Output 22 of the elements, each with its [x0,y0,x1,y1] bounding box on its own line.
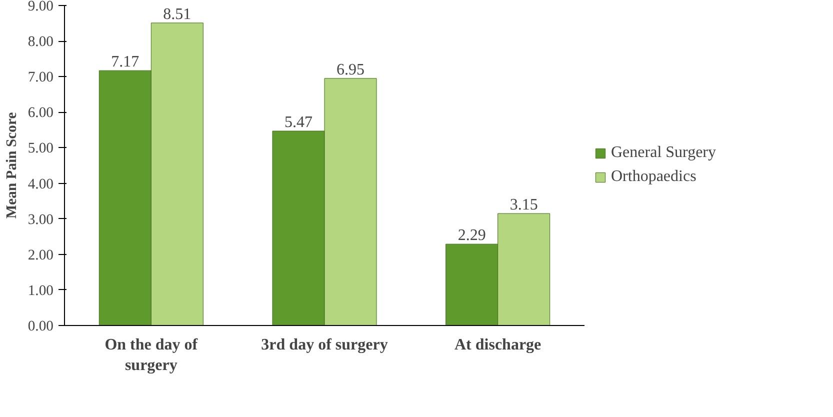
y-tick-label: 3.00 [28,212,54,228]
legend-label: Orthopaedics [611,168,696,186]
x-tick-label: 3rd day of surgery [261,336,388,354]
x-tick-label: At discharge [454,336,542,354]
data-label: 2.29 [458,227,486,244]
y-axis-title: Mean Pain Score [4,112,20,219]
y-tick-label: 4.00 [28,176,54,192]
y-tick-label: 8.00 [28,34,54,50]
y-tick-label: 7.00 [28,70,54,86]
y-tick-label: 0.00 [28,318,54,334]
data-label: 5.47 [284,114,312,132]
legend-label: General Surgery [611,144,716,162]
data-label: 8.51 [163,6,192,23]
y-tick-label: 6.00 [28,105,54,122]
x-tick-label: On the day of surgery [104,336,198,374]
y-tick-label: 1.00 [28,282,54,299]
y-tick-label: 5.00 [28,140,54,157]
data-label: 7.17 [111,54,140,71]
data-label: 6.95 [336,61,364,78]
y-tick-label: 9.00 [28,0,54,14]
data-label: 3.15 [510,196,538,214]
y-tick-label: 2.00 [28,247,54,264]
